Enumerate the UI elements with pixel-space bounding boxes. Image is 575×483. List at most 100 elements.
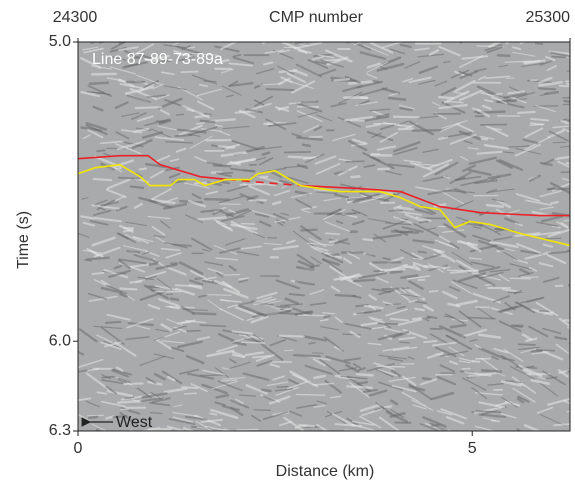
seismic-stroke [552, 125, 570, 129]
seismic-stroke [417, 79, 436, 85]
seismic-stroke [337, 116, 362, 128]
seismic-stroke [315, 191, 338, 194]
seismic-stroke [78, 232, 90, 238]
seismic-stroke [297, 314, 325, 317]
seismic-stroke [88, 415, 99, 420]
seismic-stroke [384, 170, 402, 176]
seismic-stroke [79, 56, 102, 69]
seismic-stroke [214, 367, 229, 378]
seismic-stroke [158, 197, 179, 205]
seismic-stroke [162, 166, 180, 172]
seismic-stroke [443, 315, 454, 318]
seismic-stroke [199, 119, 216, 124]
seismic-stroke [101, 400, 126, 408]
seismic-stroke [316, 114, 333, 122]
seismic-stroke [498, 64, 509, 68]
seismic-stroke [371, 325, 387, 330]
seismic-stroke [503, 92, 528, 99]
seismic-stroke [313, 404, 326, 408]
seismic-stroke [518, 364, 543, 378]
seismic-stroke [543, 277, 560, 283]
seismic-stroke [207, 299, 223, 311]
seismic-stroke [124, 396, 135, 400]
seismic-stroke [542, 243, 554, 248]
seismic-stroke [315, 162, 341, 175]
seismic-stroke [375, 113, 390, 119]
seismic-stroke [509, 365, 536, 380]
seismic-stroke [408, 385, 426, 392]
seismic-stroke [169, 158, 180, 162]
seismic-stroke [429, 333, 450, 345]
seismic-stroke [222, 367, 231, 370]
seismic-stroke [434, 80, 448, 87]
seismic-stroke [441, 120, 468, 129]
seismic-stroke [289, 410, 303, 417]
seismic-stroke [382, 301, 394, 306]
seismic-stroke [114, 341, 137, 357]
seismic-stroke [220, 215, 245, 222]
seismic-stroke [168, 305, 181, 310]
seismic-stroke [303, 125, 319, 133]
seismic-stroke [496, 247, 518, 261]
seismic-stroke [175, 147, 187, 153]
seismic-stroke [378, 289, 395, 296]
seismic-stroke [413, 163, 439, 167]
seismic-stroke [392, 346, 418, 352]
seismic-stroke [166, 318, 183, 326]
seismic-stroke [500, 380, 522, 387]
seismic-stroke [419, 423, 441, 431]
seismic-stroke [288, 378, 300, 386]
seismic-stroke [272, 375, 286, 381]
seismic-stroke [431, 101, 441, 107]
seismic-stroke [422, 253, 443, 261]
seismic-stroke [539, 382, 558, 397]
seismic-stroke [539, 60, 553, 66]
seismic-stroke [540, 215, 564, 223]
seismic-stroke [492, 295, 511, 303]
seismic-stroke [346, 251, 361, 260]
seismic-stroke [476, 85, 496, 96]
seismic-stroke [451, 251, 473, 266]
seismic-stroke [205, 190, 219, 196]
seismic-stroke [92, 177, 113, 182]
seismic-stroke [547, 397, 570, 406]
seismic-stroke [155, 263, 178, 270]
seismic-stroke [255, 354, 275, 362]
seismic-stroke [180, 385, 199, 390]
seismic-stroke [189, 279, 204, 286]
seismic-stroke [211, 380, 238, 390]
seismic-stroke [199, 374, 226, 377]
seismic-stroke [507, 90, 525, 95]
seismic-stroke [90, 72, 117, 76]
seismic-stroke [258, 220, 272, 228]
seismic-stroke [347, 139, 368, 152]
seismic-stroke [230, 335, 254, 344]
seismic-stroke [103, 340, 125, 350]
seismic-stroke [554, 155, 570, 161]
seismic-stroke [359, 196, 383, 204]
seismic-stroke [161, 71, 175, 76]
seismic-stroke [516, 397, 525, 404]
seismic-stroke [187, 199, 207, 208]
seismic-stroke [467, 168, 492, 176]
seismic-stroke [437, 136, 449, 141]
seismic-stroke [340, 375, 368, 380]
seismic-stroke [506, 99, 518, 103]
seismic-stroke [436, 375, 457, 386]
seismic-stroke [238, 279, 249, 283]
seismic-stroke [567, 252, 570, 254]
seismic-stroke [78, 358, 104, 368]
seismic-stroke [397, 123, 412, 128]
seismic-stroke [382, 219, 408, 230]
seismic-stroke [563, 99, 570, 104]
seismic-stroke [109, 66, 136, 75]
seismic-stroke [152, 83, 165, 90]
seismic-stroke [296, 253, 315, 266]
seismic-stroke [231, 330, 254, 335]
seismic-stroke [213, 219, 227, 226]
seismic-stroke [196, 426, 208, 429]
seismic-stroke [213, 245, 238, 255]
seismic-stroke [148, 199, 172, 209]
seismic-stroke [172, 411, 198, 417]
seismic-stroke [462, 377, 487, 391]
